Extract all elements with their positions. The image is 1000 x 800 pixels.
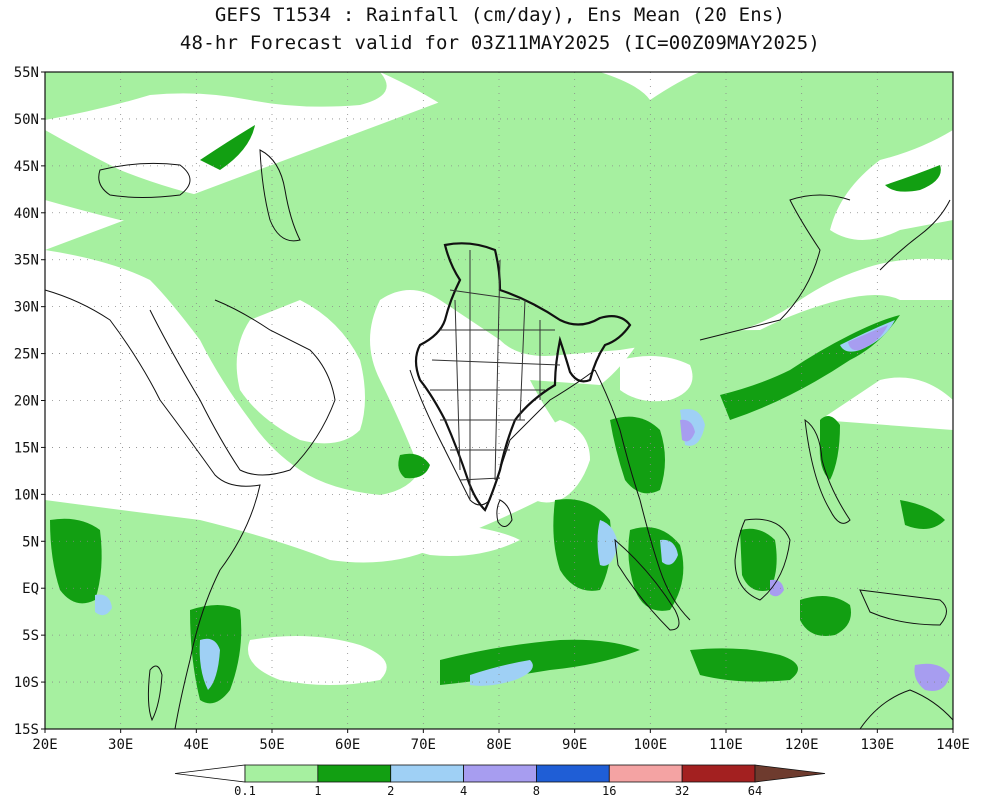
philippines-coast: [804, 418, 851, 524]
colorbar-box: [608, 764, 683, 783]
latitude-axis: 55N 50N 45N 40N 35N 30N 25N 20N 15N 10N 5N EQ 5S 10S 1…: [14, 65, 45, 738]
colorbar-box: [390, 764, 464, 783]
new-guinea-coast: [859, 589, 947, 626]
black-sea: [98, 162, 191, 198]
colorbar-label: 64: [748, 784, 762, 798]
india-state-borders: [430, 250, 561, 500]
japan-coast: [879, 199, 951, 271]
lat-tick-label: 15S: [14, 722, 39, 738]
lon-tick-label: 40E: [184, 737, 209, 753]
map-title: GEFS T1534 : Rainfall (cm/day), Ens Mean…: [214, 4, 786, 26]
lon-tick-label: 110E: [709, 737, 743, 753]
lat-tick-label: 45N: [14, 159, 39, 175]
colorbar-label: 2: [387, 784, 394, 798]
lat-tick-label: EQ: [22, 581, 39, 597]
colorbar-label: 1: [314, 784, 321, 798]
lon-tick-label: 30E: [108, 737, 133, 753]
india-boundary: [414, 242, 632, 512]
lon-tick-label: 120E: [785, 737, 819, 753]
southeast-asia-coast: [594, 369, 691, 621]
sumatra-coast: [614, 538, 680, 631]
borneo-coast: [734, 518, 791, 601]
lat-tick-label: 10N: [14, 487, 39, 503]
lat-tick-label: 5N: [22, 534, 39, 550]
australia-north-coast: [859, 689, 954, 730]
rain-very-heavy-shading: [680, 325, 950, 691]
east-asia-coast: [699, 194, 851, 341]
colorbar-label: 8: [533, 784, 540, 798]
india-national-border: [414, 242, 632, 512]
colorbar-box: [463, 764, 537, 783]
caspian-sea: [259, 149, 301, 242]
lat-tick-label: 50N: [14, 112, 39, 128]
india-west-coast: [409, 369, 491, 506]
rain-light-shading: [45, 72, 953, 729]
lon-tick-label: 50E: [259, 737, 284, 753]
lon-tick-label: 80E: [486, 737, 511, 753]
colorbar-box: [244, 764, 319, 783]
colorbar-label: 32: [675, 784, 689, 798]
lon-tick-label: 60E: [335, 737, 360, 753]
africa-east-coast: [44, 289, 261, 730]
dry-areas: [236, 300, 693, 685]
lat-tick-label: 35N: [14, 253, 39, 269]
lon-tick-label: 100E: [633, 737, 667, 753]
lon-tick-label: 70E: [411, 737, 436, 753]
colorbar-box: [536, 764, 610, 783]
colorbar: 0.1 1 2 4 8 16 32 64: [174, 764, 826, 798]
lon-tick-label: 130E: [860, 737, 894, 753]
colorbar-label: 16: [602, 784, 616, 798]
colorbar-box: [681, 764, 756, 783]
lat-tick-label: 40N: [14, 206, 39, 222]
colorbar-low-triangle: [174, 764, 246, 783]
lat-tick-label: 55N: [14, 65, 39, 81]
map-subtitle: 48-hr Forecast valid for 03Z11MAY2025 (I…: [179, 32, 821, 54]
lon-tick-label: 90E: [562, 737, 587, 753]
longitude-axis: 20E 30E 40E 50E 60E 70E 80E 90E 100E 110E 120E 130E…: [32, 729, 970, 753]
arabian-peninsula-coast: [149, 299, 336, 476]
lat-tick-label: 20N: [14, 394, 39, 410]
lat-tick-label: 25N: [14, 347, 39, 363]
colorbar-label: 0.1: [234, 784, 256, 798]
lon-tick-label: 140E: [936, 737, 970, 753]
lon-tick-label: 20E: [32, 737, 57, 753]
madagascar-coast: [147, 665, 163, 722]
colorbar-label: 4: [460, 784, 467, 798]
rainfall-field: [45, 72, 953, 729]
sri-lanka-coast: [496, 499, 513, 527]
lat-tick-label: 10S: [14, 675, 39, 691]
lat-tick-label: 30N: [14, 300, 39, 316]
colorbar-box: [317, 764, 392, 783]
lat-tick-label: 5S: [22, 628, 39, 644]
lat-tick-label: 15N: [14, 440, 39, 456]
colorbar-high-triangle: [754, 764, 826, 783]
